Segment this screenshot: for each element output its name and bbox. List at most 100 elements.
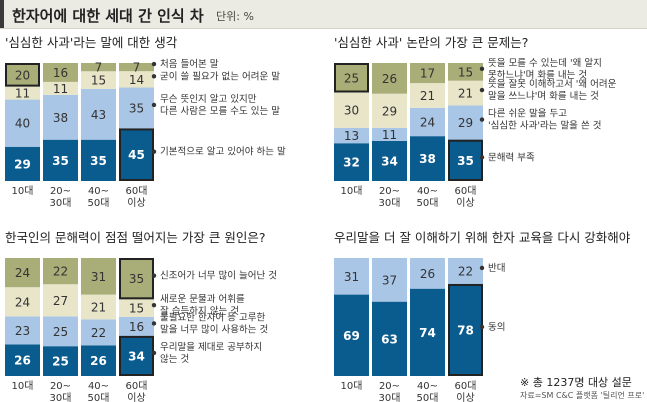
bar-segment-c1-s3-1	[5, 86, 40, 100]
category-label-c3-1-1: 10대	[12, 380, 34, 392]
bar-segment-c3-s3-1	[5, 287, 40, 317]
value-label-c3-s3-1: 24	[15, 295, 30, 309]
legend-text-c1-2-2: 다른 사람은 모를 수도 있는 말	[160, 105, 280, 117]
bar-segment-c2-s3-4	[448, 80, 483, 106]
value-label-c2-s3-1: 30	[344, 104, 359, 118]
highlight-box-c4-4-1	[448, 283, 483, 376]
legend-text-c2-3-2: 말을 쓰느냐'며 화를 내는 것	[488, 90, 599, 102]
bar-segment-c3-s4-3	[81, 258, 116, 295]
value-label-c4-s2-2: 37	[382, 273, 397, 287]
category-label-c2-2-1: 20~	[379, 186, 400, 197]
bar-segment-c3-s1-1	[5, 344, 40, 376]
bar-segment-c4-s2-1	[334, 258, 369, 295]
value-label-c2-s2-4: 29	[458, 116, 473, 130]
legend-text-c2-1-1: 문해력 부족	[488, 151, 535, 163]
bar-segment-c4-s1-3	[410, 288, 445, 376]
category-label-c1-3-1: 40~	[88, 186, 109, 197]
value-label-c2-s4-2: 26	[382, 72, 397, 86]
value-label-c1-s3-4: 14	[129, 73, 144, 87]
chart-title-2: '심심한 사과' 논란의 가장 큰 문제는?	[334, 35, 528, 50]
value-label-c1-s4-1: 20	[15, 68, 30, 82]
bar-segment-c3-s1-3	[81, 345, 116, 376]
legend-text-c3-1-2: 않는 것	[160, 354, 189, 365]
value-label-c3-s3-2: 27	[53, 294, 68, 308]
category-label-c1-2-2: 30대	[50, 197, 72, 209]
legend-text-c1-4-1: 처음 들어본 말	[160, 58, 219, 70]
value-label-c2-s3-2: 29	[382, 104, 397, 118]
value-label-c1-s4-4: 7	[133, 61, 141, 75]
category-label-c4-4-1: 60대	[455, 380, 477, 392]
chart-title-1: '심심한 사과'라는 말에 대한 생각	[5, 35, 178, 50]
legend-bullet-c2-4	[479, 66, 485, 72]
legend-bullet-c1-3	[151, 74, 157, 79]
bar-segment-c3-s4-1	[5, 258, 40, 288]
value-label-c1-s2-3: 43	[91, 108, 106, 122]
value-label-c2-s2-1: 13	[344, 129, 359, 143]
legend-text-c1-3-1: 굳이 쓸 필요가 없는 어려운 말	[160, 70, 280, 82]
chart-title-3: 한국인의 문해력이 점점 떨어지는 가장 큰 원인은?	[5, 230, 265, 245]
category-label-c2-2-2: 30대	[379, 197, 401, 209]
legend-bullet-c3-2	[151, 321, 157, 326]
value-label-c1-s1-4: 45	[128, 148, 145, 162]
value-label-c2-s2-3: 24	[420, 116, 435, 130]
legend-bullet-c4-1	[479, 324, 485, 330]
category-label-c3-2-2: 30대	[50, 392, 72, 402]
category-label-c1-1-1: 10대	[12, 185, 34, 197]
value-label-c3-s2-4: 16	[129, 320, 144, 334]
value-label-c2-s4-1: 25	[344, 71, 359, 85]
category-label-c3-4-2: 이상	[127, 392, 145, 402]
legend-bullet-c3-4	[151, 273, 157, 278]
highlight-box-c2-1-1	[334, 63, 369, 93]
bar-segment-c2-s1-3	[410, 136, 445, 181]
header-bar: 한자어에 대한 세대 간 인식 차 단위: %	[0, 0, 647, 29]
value-label-c3-s2-1: 23	[15, 324, 30, 338]
value-label-c4-s1-4: 78	[457, 323, 474, 337]
category-label-c4-3-2: 50대	[417, 392, 439, 402]
value-label-c2-s1-1: 32	[343, 156, 360, 170]
category-label-c3-3-2: 50대	[88, 392, 110, 402]
value-label-c3-s3-3: 21	[91, 300, 106, 314]
value-label-c1-s4-3: 7	[95, 61, 103, 75]
chart-title-4: 우리말을 더 잘 이해하기 위해 한자 교육을 다시 강화해야	[334, 230, 631, 245]
bar-segment-c3-s2-2	[43, 316, 78, 347]
category-label-c4-2-1: 20~	[379, 381, 400, 392]
bar-segment-c2-s1-1	[334, 143, 369, 181]
bar-segment-c4-s1-4	[448, 283, 483, 376]
category-label-c1-3-2: 50대	[88, 197, 110, 209]
highlight-box-c1-4-1	[119, 128, 154, 181]
bar-segment-c3-s3-2	[43, 284, 78, 317]
legend-text-c4-1-1: 동의	[488, 322, 505, 333]
category-label-c3-3-1: 40~	[88, 381, 109, 392]
value-label-c4-s1-1: 69	[343, 329, 360, 343]
bar-segment-c3-s1-2	[43, 346, 78, 376]
bar-segment-c2-s2-1	[334, 127, 369, 144]
legend-bullet-c1-1	[151, 149, 157, 154]
category-label-c2-4-2: 이상	[456, 197, 474, 209]
bar-segment-c1-s4-3	[81, 63, 116, 72]
legend-bullet-c1-4	[151, 61, 157, 67]
value-label-c2-s3-4: 21	[458, 87, 473, 101]
bar-segment-c2-s4-2	[372, 63, 407, 94]
category-label-c4-2-2: 30대	[379, 392, 401, 402]
legend-bullet-c4-2	[479, 265, 485, 271]
value-label-c1-s1-3: 35	[90, 154, 107, 168]
value-label-c4-s2-1: 31	[344, 270, 359, 284]
bar-segment-c1-s2-3	[81, 88, 116, 140]
category-label-c3-2-1: 20~	[50, 381, 71, 392]
value-label-c1-s3-3: 15	[91, 74, 106, 88]
value-label-c4-s1-2: 63	[381, 332, 398, 346]
value-label-c3-s4-3: 31	[91, 270, 106, 284]
value-label-c3-s4-4: 35	[129, 272, 144, 286]
bar-segment-c1-s2-4	[119, 87, 154, 129]
legend-text-c1-2-1: 무슨 뜻인지 알고 있지만	[160, 93, 257, 105]
bar-segment-c3-s1-4	[119, 335, 154, 376]
bar-segment-c1-s1-2	[43, 139, 78, 181]
highlight-box-c3-4-2	[119, 258, 154, 300]
legend-text-c3-2-1: 불필요한 한자어 등 고루한	[160, 311, 265, 323]
bar-segment-c2-s3-1	[334, 92, 369, 128]
category-label-c2-3-1: 40~	[417, 186, 438, 197]
bar-segment-c2-s3-3	[410, 83, 445, 108]
bar-segment-c3-s2-3	[81, 319, 116, 346]
bar-segment-c2-s4-4	[448, 63, 483, 81]
legend-text-c3-1-1: 우리말을 제대로 공부하지	[160, 341, 262, 353]
